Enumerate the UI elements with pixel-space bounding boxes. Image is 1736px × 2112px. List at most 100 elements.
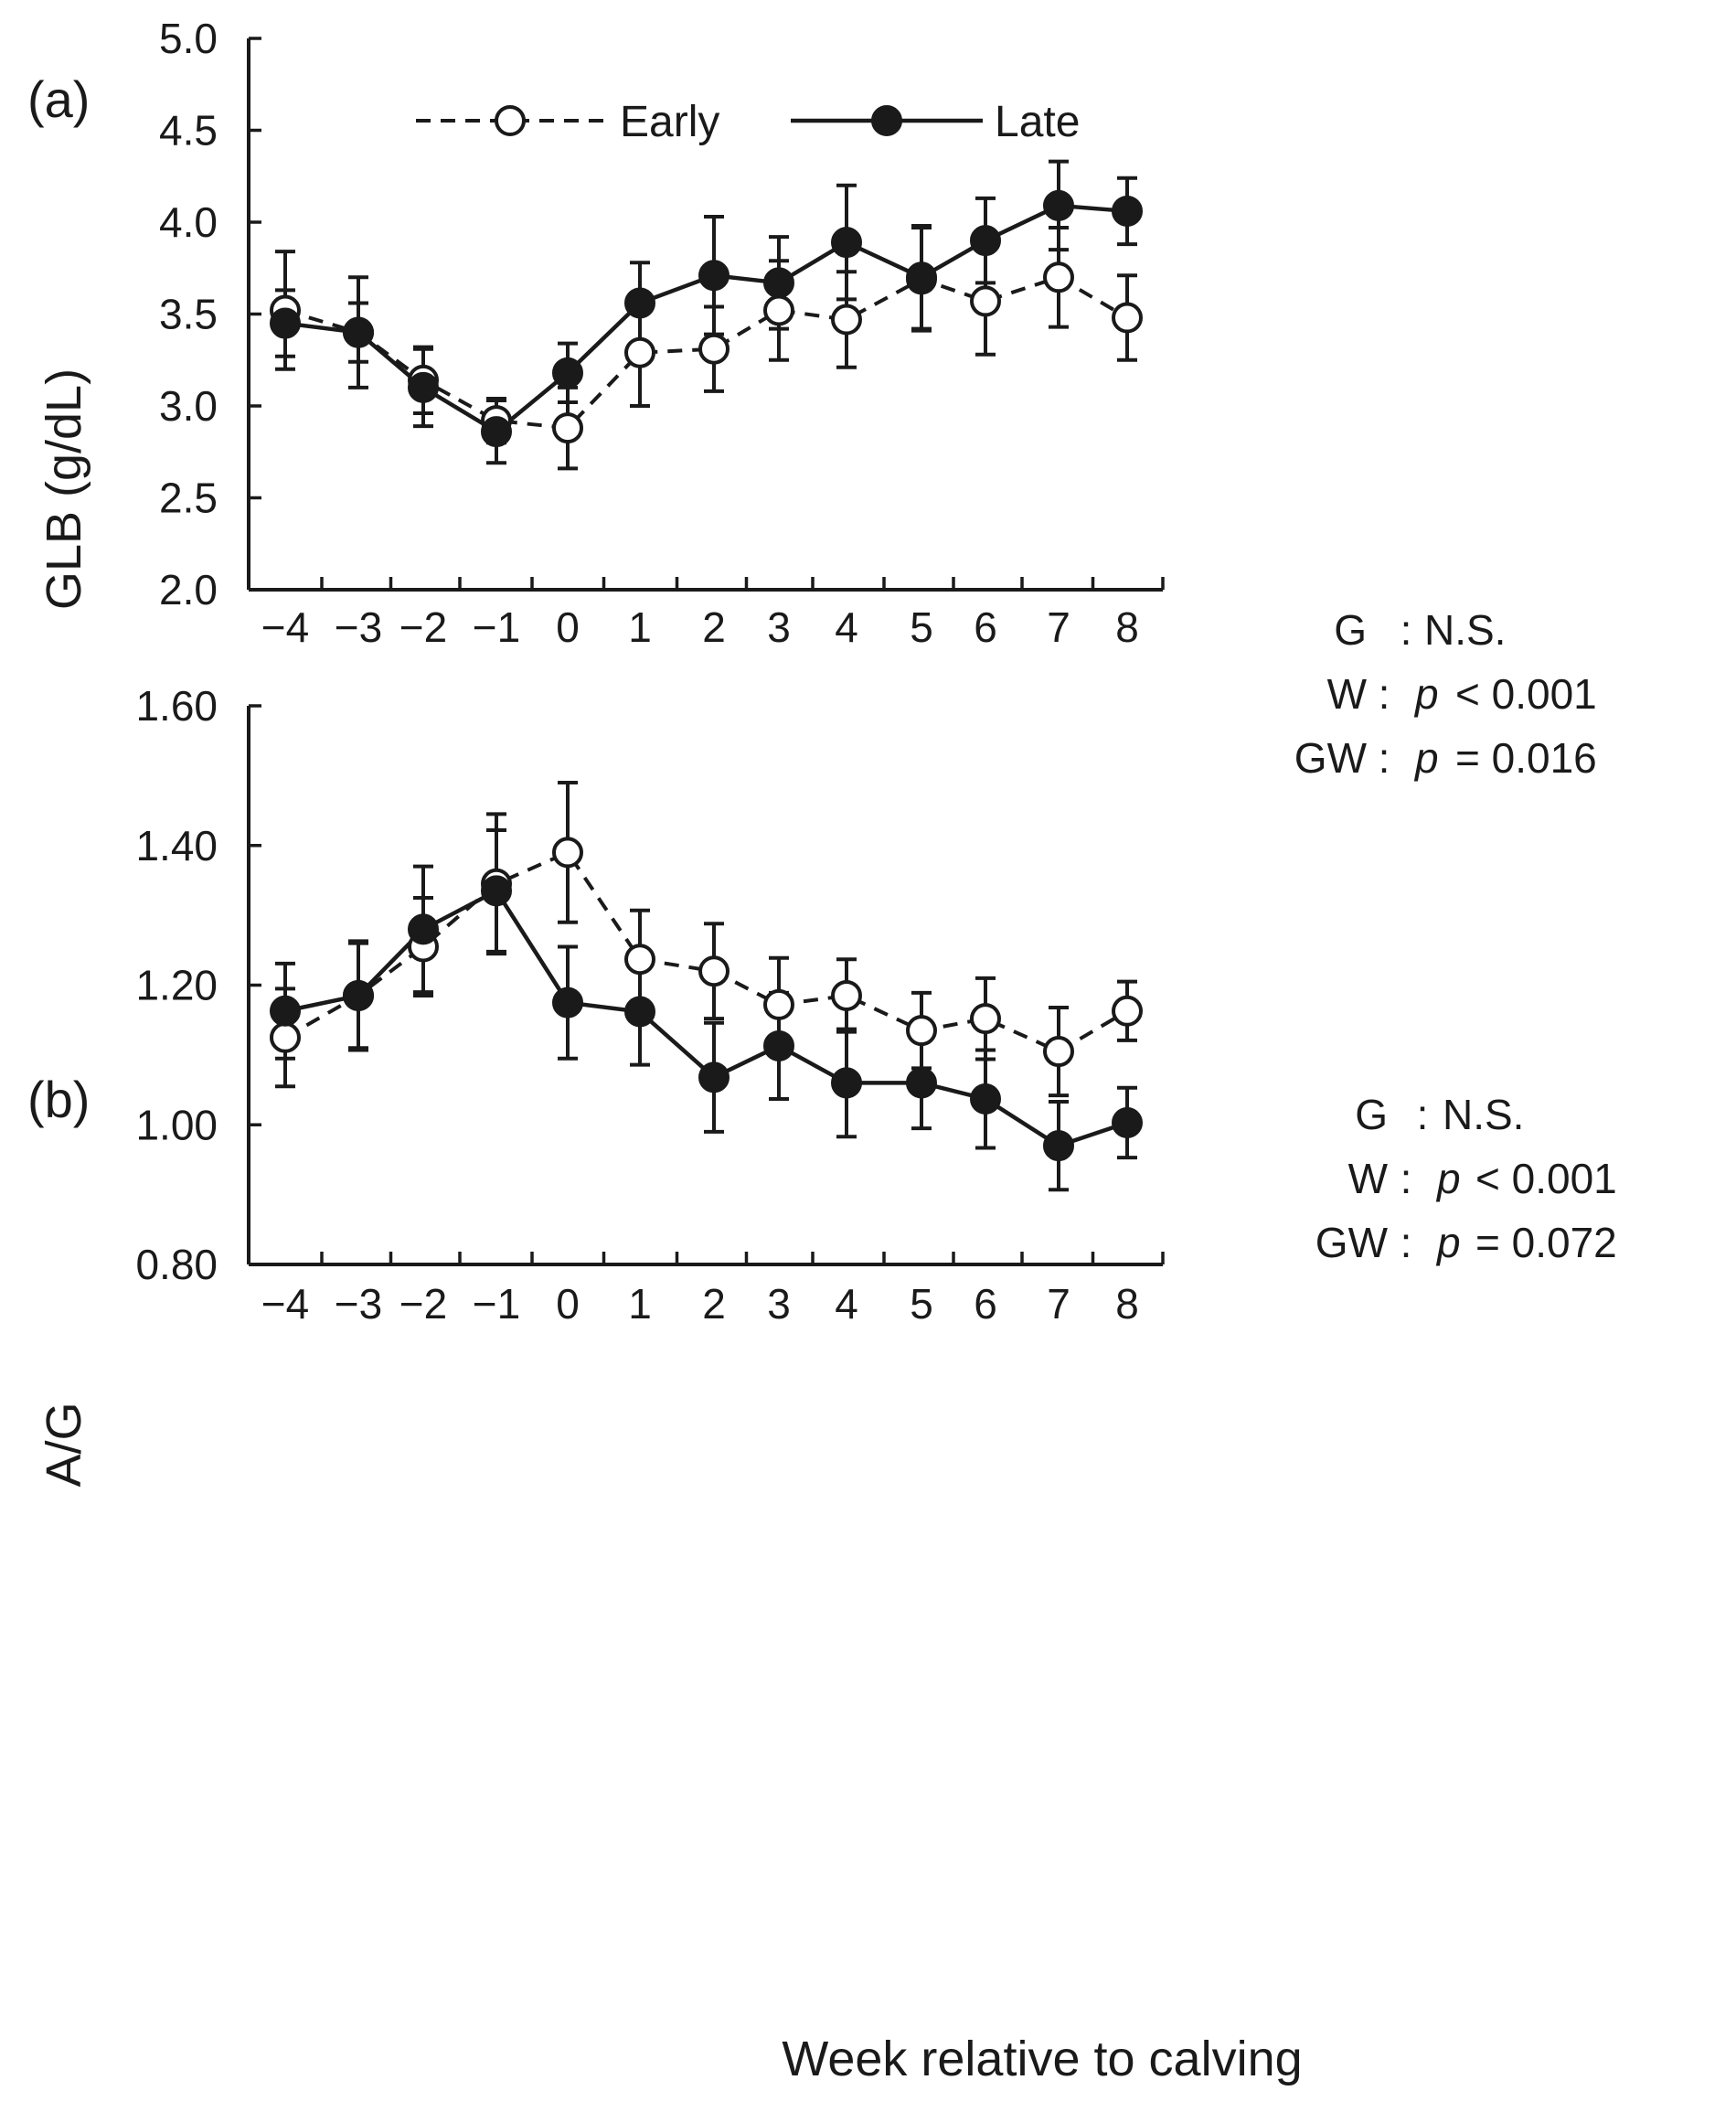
early-point [1043, 261, 1074, 293]
stat-a-g-label: G [1334, 606, 1367, 654]
stat-b-g-sep: : [1417, 1091, 1429, 1138]
stat-a-g-sep: : [1401, 606, 1412, 654]
y-tick-label: 1.00 [135, 1101, 218, 1148]
x-tick-label: 0 [556, 1280, 580, 1328]
early-point [906, 1015, 937, 1047]
y-tick-label: 5.0 [159, 15, 218, 62]
x-tick-label: −3 [335, 1280, 382, 1328]
y-tick-label: 1.60 [135, 682, 218, 730]
panel-a-x-ticks: −4 −3 −2 −1 0 1 2 3 4 5 6 7 8 [247, 577, 1165, 651]
x-tick-label: −3 [335, 603, 382, 651]
x-tick-label: −4 [261, 603, 309, 651]
early-point [970, 1003, 1001, 1035]
panel-a-label: (a) [27, 70, 90, 128]
early-point [763, 988, 794, 1020]
panel-b-stats: G : N.S. W : p < 0.001 GW : p = 0.072 [1315, 1091, 1617, 1266]
early-point [1112, 302, 1143, 334]
panel-b-label: (b) [27, 1071, 90, 1128]
x-tick-label: −1 [473, 603, 520, 651]
late-point [552, 987, 583, 1019]
stat-a-w-p: p [1413, 670, 1439, 718]
early-point [698, 955, 730, 987]
stat-b-g-label: G [1355, 1091, 1388, 1138]
panel-b-axes [247, 706, 1163, 1266]
stat-b-w-label: W [1348, 1155, 1389, 1202]
legend-late-label: Late [995, 98, 1080, 146]
x-tick-label: 0 [556, 603, 580, 651]
late-point [1112, 1106, 1143, 1138]
late-point [624, 996, 655, 1028]
x-tick-label: 4 [835, 603, 858, 651]
late-point [970, 225, 1001, 257]
x-tick-label: −2 [399, 603, 447, 651]
x-tick-label: 8 [1115, 1280, 1139, 1328]
stat-a-gw-label: GW [1294, 734, 1368, 782]
y-tick-label: 1.40 [135, 822, 218, 869]
x-tick-label: 5 [910, 603, 933, 651]
late-point [906, 1067, 937, 1099]
y-tick-label: 2.0 [159, 566, 218, 613]
stat-b-gw-p: p [1435, 1219, 1461, 1266]
early-point [1112, 995, 1143, 1027]
stat-a-w-sep: : [1379, 670, 1390, 718]
late-point [698, 260, 730, 292]
stat-b-w-sep: : [1401, 1155, 1412, 1202]
early-point [698, 333, 730, 365]
stat-b-gw-sep: : [1401, 1219, 1412, 1266]
stat-a-w-label: W [1327, 670, 1368, 718]
early-point [831, 979, 862, 1011]
panel-b-series [270, 781, 1143, 1192]
late-point [1043, 1130, 1074, 1162]
x-tick-label: 6 [974, 603, 997, 651]
late-point [763, 1029, 794, 1061]
x-tick-label: 2 [702, 1280, 726, 1328]
stat-a-gw-sep: : [1379, 734, 1390, 782]
panel-b-y-ticks: 0.80 1.00 1.20 1.40 1.60 [135, 682, 261, 1288]
late-point [481, 416, 512, 448]
early-point [1043, 1036, 1074, 1068]
late-point [270, 307, 301, 339]
late-point [408, 913, 439, 945]
x-tick-label: 5 [910, 1280, 933, 1328]
early-point [831, 304, 862, 336]
x-tick-label: 8 [1115, 603, 1139, 651]
legend-early-marker [495, 105, 526, 136]
early-point [552, 837, 583, 869]
x-tick-label: 3 [767, 603, 791, 651]
late-point [624, 287, 655, 319]
y-tick-label: 1.20 [135, 962, 218, 1009]
stat-a-gw-value: = 0.016 [1455, 734, 1597, 782]
stat-b-g-value: N.S. [1443, 1091, 1524, 1138]
y-tick-label: 2.5 [159, 475, 218, 522]
late-point [1043, 189, 1074, 221]
early-point [970, 285, 1001, 317]
stat-b-w-p: p [1435, 1155, 1461, 1202]
legend-late-marker [871, 105, 902, 136]
x-tick-label: 7 [1047, 1280, 1070, 1328]
x-tick-label: 4 [835, 1280, 858, 1328]
late-point [343, 316, 374, 348]
early-point [624, 336, 655, 368]
early-point [270, 1021, 301, 1053]
panel-a-y-axis-title: GLB (g/dL) [37, 368, 91, 610]
y-tick-label: 3.0 [159, 382, 218, 430]
legend: Early Late [416, 98, 1080, 146]
x-tick-label: 1 [628, 1280, 652, 1328]
early-point [552, 412, 583, 444]
x-tick-label: 7 [1047, 603, 1070, 651]
stat-b-gw-value: = 0.072 [1475, 1219, 1617, 1266]
x-tick-label: −2 [399, 1280, 447, 1328]
x-tick-label: 6 [974, 1280, 997, 1328]
y-tick-label: 4.5 [159, 107, 218, 155]
early-point [624, 944, 655, 976]
stat-a-w-value: < 0.001 [1455, 670, 1597, 718]
x-tick-label: 2 [702, 603, 726, 651]
late-point [552, 357, 583, 389]
late-point [906, 261, 937, 293]
stat-b-w-value: < 0.001 [1475, 1155, 1617, 1202]
stat-a-g-value: N.S. [1424, 606, 1506, 654]
x-axis-title: Week relative to calving [782, 2032, 1302, 2086]
late-point [481, 875, 512, 907]
x-tick-label: −4 [261, 1280, 309, 1328]
late-point [270, 995, 301, 1027]
